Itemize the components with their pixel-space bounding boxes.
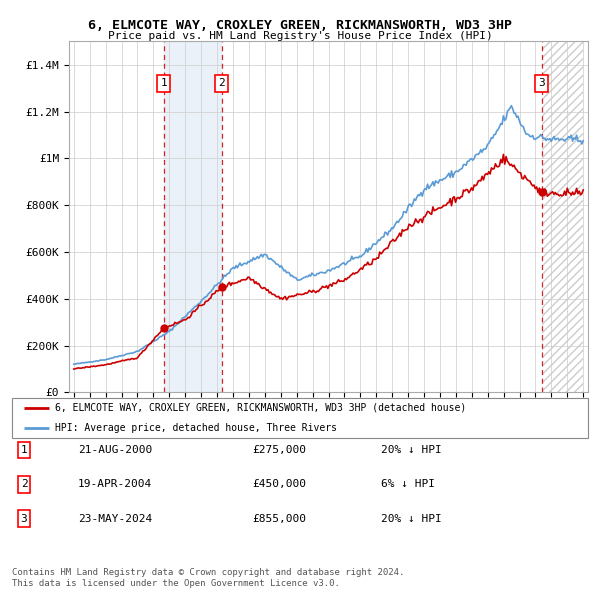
Text: 1: 1: [160, 78, 167, 88]
Text: 23-MAY-2024: 23-MAY-2024: [78, 514, 152, 523]
Text: £855,000: £855,000: [252, 514, 306, 523]
Text: Contains HM Land Registry data © Crown copyright and database right 2024.: Contains HM Land Registry data © Crown c…: [12, 568, 404, 577]
Text: 2: 2: [20, 480, 28, 489]
Text: 3: 3: [20, 514, 28, 523]
Text: This data is licensed under the Open Government Licence v3.0.: This data is licensed under the Open Gov…: [12, 579, 340, 588]
Text: 20% ↓ HPI: 20% ↓ HPI: [381, 445, 442, 455]
Text: 20% ↓ HPI: 20% ↓ HPI: [381, 514, 442, 523]
Text: £275,000: £275,000: [252, 445, 306, 455]
Text: HPI: Average price, detached house, Three Rivers: HPI: Average price, detached house, Thre…: [55, 423, 337, 432]
FancyBboxPatch shape: [12, 398, 588, 438]
Text: 19-APR-2004: 19-APR-2004: [78, 480, 152, 489]
Text: 3: 3: [538, 78, 545, 88]
Text: 1: 1: [20, 445, 28, 455]
Text: 6% ↓ HPI: 6% ↓ HPI: [381, 480, 435, 489]
Text: 6, ELMCOTE WAY, CROXLEY GREEN, RICKMANSWORTH, WD3 3HP: 6, ELMCOTE WAY, CROXLEY GREEN, RICKMANSW…: [88, 19, 512, 32]
Text: 6, ELMCOTE WAY, CROXLEY GREEN, RICKMANSWORTH, WD3 3HP (detached house): 6, ELMCOTE WAY, CROXLEY GREEN, RICKMANSW…: [55, 403, 466, 412]
Text: £450,000: £450,000: [252, 480, 306, 489]
Text: 21-AUG-2000: 21-AUG-2000: [78, 445, 152, 455]
Text: Price paid vs. HM Land Registry's House Price Index (HPI): Price paid vs. HM Land Registry's House …: [107, 31, 493, 41]
Text: 2: 2: [218, 78, 225, 88]
